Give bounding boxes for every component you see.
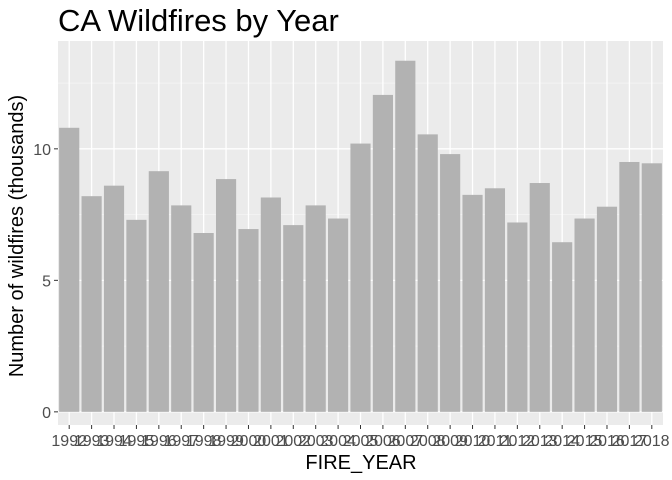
- bar-2014: [552, 242, 573, 412]
- x-tick-label-2013: 2013: [522, 433, 558, 450]
- x-tick-label-2006: 2006: [365, 433, 401, 450]
- bar-2015: [574, 218, 595, 412]
- y-tick-label: 5: [42, 273, 51, 290]
- bar-2013: [529, 183, 550, 412]
- x-tick-label-1995: 1995: [119, 433, 155, 450]
- bar-2005: [350, 143, 371, 412]
- x-tick-label-1999: 1999: [208, 433, 244, 450]
- x-tick-label-2003: 2003: [298, 433, 334, 450]
- x-tick-label-2005: 2005: [343, 433, 379, 450]
- y-axis: 0 5 10: [33, 142, 58, 422]
- chart-title: CA Wildfires by Year: [58, 3, 339, 38]
- bar-2018: [641, 163, 662, 412]
- bar-2017: [619, 161, 640, 412]
- x-tick-label-2016: 2016: [589, 433, 625, 450]
- x-tick-label-2012: 2012: [500, 433, 536, 450]
- x-tick-label-1993: 1993: [74, 433, 110, 450]
- bar-2006: [372, 94, 393, 412]
- x-tick-label-2015: 2015: [567, 433, 603, 450]
- x-axis: 1992199319941995199619971998199920002001…: [51, 425, 670, 450]
- x-tick-label-2010: 2010: [455, 433, 491, 450]
- x-tick-label-1994: 1994: [96, 433, 132, 450]
- x-tick-label-1998: 1998: [186, 433, 222, 450]
- bar-2000: [238, 229, 259, 412]
- x-tick-label-2002: 2002: [275, 433, 311, 450]
- x-tick-label-1996: 1996: [141, 433, 177, 450]
- x-tick-label-1992: 1992: [51, 433, 87, 450]
- x-tick-label-2007: 2007: [388, 433, 424, 450]
- bar-2007: [395, 60, 416, 412]
- bar-2016: [596, 206, 618, 412]
- bar-1993: [81, 196, 102, 412]
- bar-2012: [507, 222, 528, 412]
- y-tick-label: 10: [33, 142, 51, 159]
- bar-2009: [440, 154, 461, 412]
- bar-1999: [215, 179, 237, 412]
- bar-1994: [103, 185, 125, 412]
- x-tick-label-2014: 2014: [544, 433, 580, 450]
- y-tick-label: 0: [42, 405, 51, 422]
- x-tick-label-2009: 2009: [432, 433, 468, 450]
- bar-1996: [148, 171, 169, 412]
- bar-1997: [171, 205, 192, 412]
- x-tick-label-2001: 2001: [253, 433, 289, 450]
- bar-2004: [328, 218, 349, 412]
- bar-1998: [193, 233, 214, 412]
- bar-1992: [59, 127, 80, 412]
- x-axis-label: FIRE_YEAR: [305, 452, 416, 474]
- x-tick-label-2011: 2011: [478, 433, 513, 450]
- x-tick-label-2008: 2008: [410, 433, 446, 450]
- bar-2003: [305, 205, 326, 412]
- bar-2011: [484, 188, 506, 412]
- bar-2008: [417, 134, 438, 412]
- x-tick-label-2017: 2017: [612, 433, 648, 450]
- bars-group: [59, 60, 662, 412]
- bar-1995: [126, 219, 147, 412]
- y-axis-label: Number of wildfires (thousands): [6, 95, 28, 377]
- x-tick-label-1997: 1997: [163, 433, 199, 450]
- x-tick-label-2000: 2000: [231, 433, 267, 450]
- bar-2002: [283, 225, 304, 412]
- bar-2001: [260, 197, 281, 412]
- x-tick-label-2018: 2018: [634, 433, 670, 450]
- bar-2010: [462, 194, 483, 412]
- x-tick-label-2004: 2004: [320, 433, 356, 450]
